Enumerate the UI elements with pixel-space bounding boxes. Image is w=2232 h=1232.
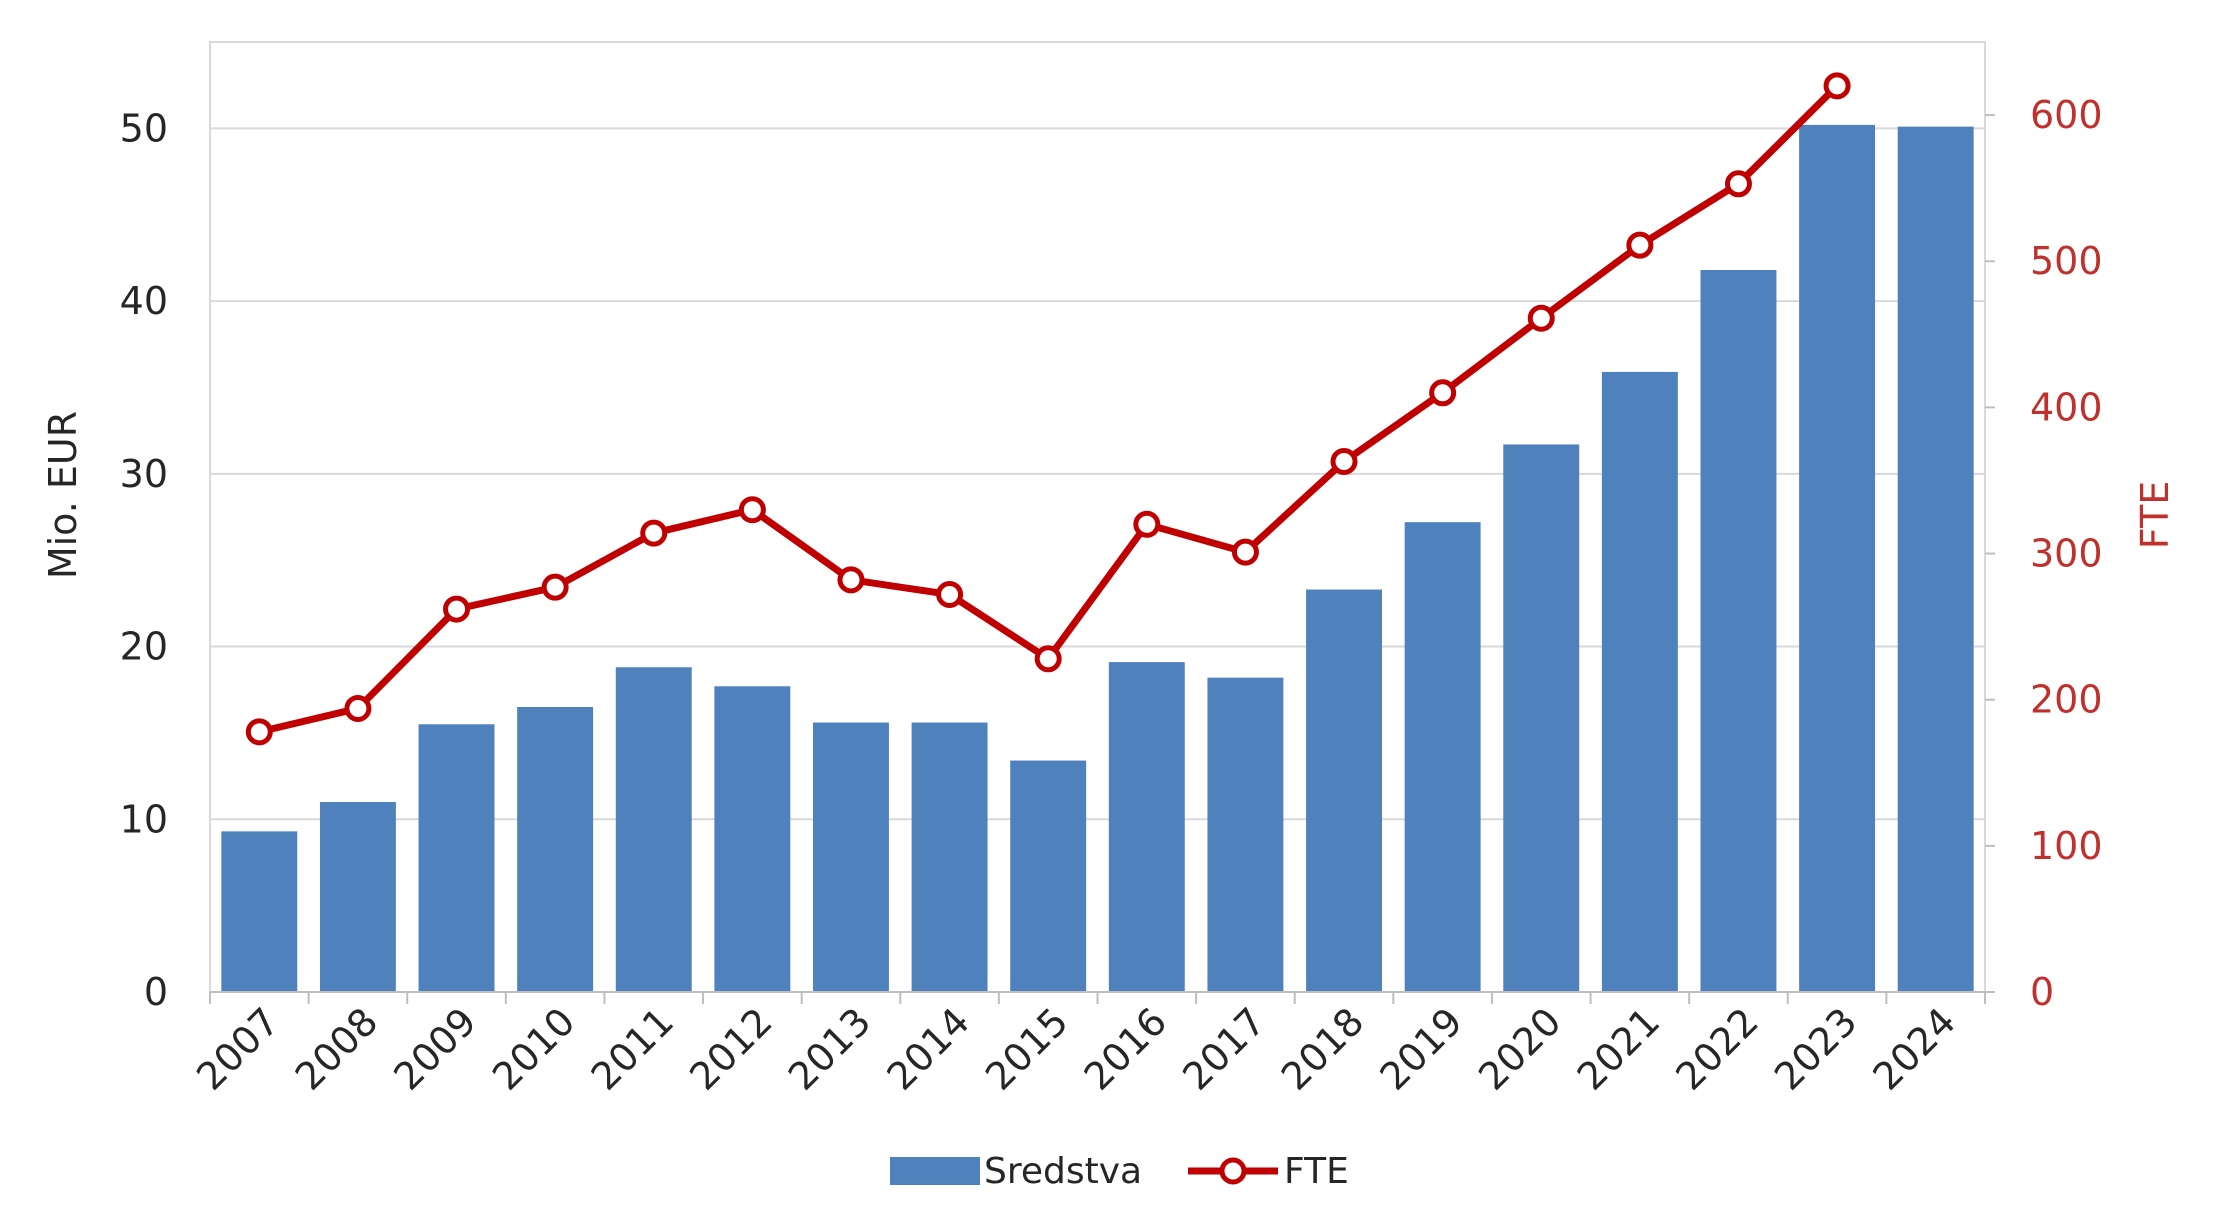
legend-swatch-sredstva xyxy=(890,1157,980,1185)
y-right-tick-label: 100 xyxy=(2030,824,2103,868)
x-tick-label: 2009 xyxy=(385,999,485,1099)
y-left-tick-label: 0 xyxy=(144,970,168,1014)
bar-2019 xyxy=(1404,522,1481,992)
bar-2012 xyxy=(714,686,791,992)
bar-2010 xyxy=(517,707,594,992)
bar-2020 xyxy=(1503,444,1580,992)
legend: Sredstva FTE xyxy=(890,1151,1349,1192)
y-axis-right-label: FTE xyxy=(2133,481,2177,549)
bar-2017 xyxy=(1207,677,1284,992)
y-right-tick-label: 400 xyxy=(2030,385,2103,429)
bar-series xyxy=(221,124,1974,993)
bar-2013 xyxy=(813,722,889,992)
fte-point-2014 xyxy=(936,580,964,608)
fte-point-2018 xyxy=(1330,447,1358,475)
bar-2016 xyxy=(1108,662,1185,992)
x-tick-label: 2020 xyxy=(1470,999,1570,1099)
x-tick-label: 2022 xyxy=(1667,999,1767,1099)
line-series xyxy=(245,72,1851,746)
x-tick-label: 2016 xyxy=(1076,999,1176,1099)
y-axis-left-label: Mio. EUR xyxy=(41,411,85,579)
x-tick-label: 2008 xyxy=(287,999,387,1099)
fte-point-2015 xyxy=(1034,645,1062,673)
fte-point-2017 xyxy=(1231,538,1259,566)
y-right-tick-label: 0 xyxy=(2030,970,2054,1014)
legend-label-fte: FTE xyxy=(1284,1151,1349,1192)
fte-point-2007 xyxy=(245,718,273,746)
bar-2009 xyxy=(418,724,495,992)
fte-point-2009 xyxy=(443,595,471,623)
fte-point-2013 xyxy=(837,566,865,594)
fte-point-2011 xyxy=(640,519,668,547)
bar-2022 xyxy=(1700,270,1777,992)
bar-2023 xyxy=(1799,124,1876,993)
x-tick-label: 2011 xyxy=(583,999,683,1099)
y-axis-right: 0 100 200 300 400 500 600 xyxy=(1985,93,2103,1014)
fte-point-2010 xyxy=(541,573,569,601)
x-tick-label: 2023 xyxy=(1766,999,1866,1099)
x-tick-label: 2014 xyxy=(878,999,978,1099)
bar-2018 xyxy=(1306,589,1382,992)
bar-2021 xyxy=(1601,371,1678,993)
x-tick-label: 2010 xyxy=(484,999,584,1099)
fte-point-2022 xyxy=(1724,170,1752,198)
y-left-tick-label: 10 xyxy=(120,797,168,841)
y-right-tick-label: 300 xyxy=(2030,532,2103,576)
x-tick-label: 2013 xyxy=(780,999,880,1099)
x-tick-label: 2007 xyxy=(188,999,288,1099)
x-tick-label: 2019 xyxy=(1371,999,1471,1099)
y-right-tick-label: 500 xyxy=(2030,239,2103,283)
bar-2008 xyxy=(319,802,396,992)
fte-point-2008 xyxy=(344,694,372,722)
x-tick-label: 2012 xyxy=(681,999,781,1099)
x-tick-label: 2015 xyxy=(977,999,1077,1099)
fte-point-2020 xyxy=(1527,304,1555,332)
y-left-tick-label: 20 xyxy=(120,625,168,669)
x-axis: 2007 2008 2009 2010 2011 2012 2013 2014 2015 2016… xyxy=(188,991,1986,1099)
y-left-tick-label: 40 xyxy=(120,279,168,323)
y-left-tick-label: 30 xyxy=(120,452,168,496)
x-tick-label: 2018 xyxy=(1273,999,1373,1099)
gridlines xyxy=(210,127,1985,821)
x-tick-label: 2017 xyxy=(1174,999,1274,1099)
fte-point-2019 xyxy=(1429,379,1457,407)
fte-point-2012 xyxy=(738,496,766,524)
fte-point-2016 xyxy=(1133,510,1161,538)
bar-2015 xyxy=(1010,760,1087,992)
y-right-tick-label: 600 xyxy=(2030,93,2103,137)
fte-point-2023 xyxy=(1823,72,1851,100)
bar-2007 xyxy=(221,831,298,992)
bar-2014 xyxy=(911,722,988,992)
x-tick-label: 2021 xyxy=(1569,999,1669,1099)
plot-area xyxy=(209,41,1986,993)
legend-label-sredstva: Sredstva xyxy=(984,1151,1142,1192)
fte-point-2021 xyxy=(1626,231,1654,259)
bar-2024 xyxy=(1897,126,1974,993)
x-tick-label: 2024 xyxy=(1865,999,1965,1099)
legend-swatch-fte-marker xyxy=(1219,1157,1247,1185)
y-axis-left: 0 10 20 30 40 50 xyxy=(120,106,168,1014)
bar-2011 xyxy=(615,667,692,992)
y-left-tick-label: 50 xyxy=(120,106,168,150)
y-right-tick-label: 200 xyxy=(2030,678,2103,722)
